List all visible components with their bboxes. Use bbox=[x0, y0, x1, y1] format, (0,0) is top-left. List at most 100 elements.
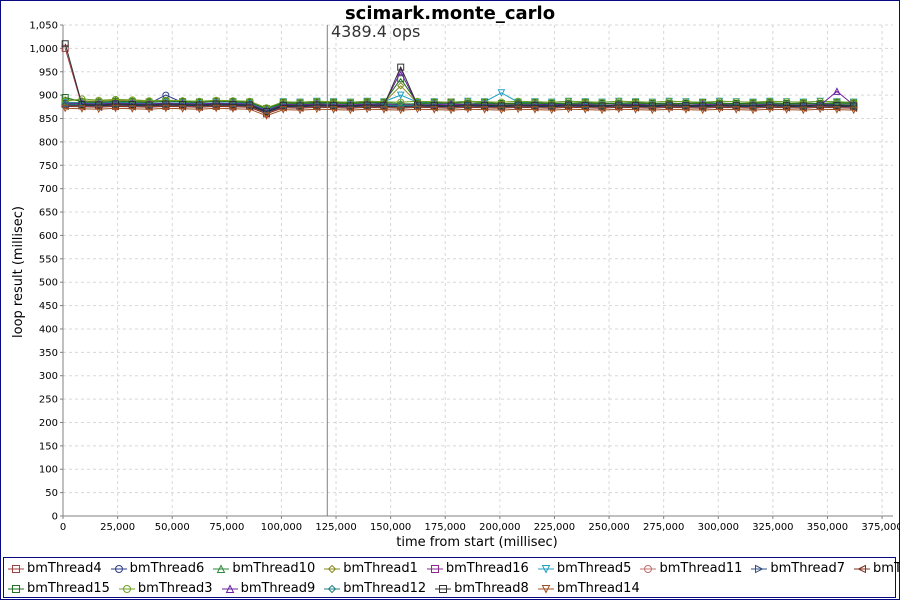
x-tick-label: 150,000 bbox=[370, 522, 411, 533]
data-point bbox=[380, 106, 388, 114]
legend-label: bmThread14 bbox=[556, 581, 640, 596]
data-point bbox=[464, 97, 472, 105]
data-point bbox=[296, 106, 304, 115]
data-point bbox=[615, 97, 623, 105]
y-tick-label: 400 bbox=[39, 324, 58, 335]
legend-marker bbox=[12, 564, 20, 573]
legend-marker-icon bbox=[751, 564, 768, 573]
data-point bbox=[732, 106, 741, 114]
data-point bbox=[178, 105, 187, 113]
legend-marker-icon bbox=[324, 564, 341, 573]
data-point bbox=[95, 96, 103, 104]
series-bmThread3 bbox=[61, 95, 858, 112]
data-point bbox=[816, 105, 824, 114]
legend-marker bbox=[644, 564, 653, 573]
data-point bbox=[849, 106, 858, 115]
data-point bbox=[631, 106, 640, 114]
legend-label: bmThread9 bbox=[240, 581, 316, 596]
legend-label: bmThread4 bbox=[27, 561, 102, 576]
legend-row: bmThread15 bmThread3 bmThread9 bmThread12 bm… bbox=[8, 580, 649, 597]
legend-item: bmThread11 bbox=[640, 560, 742, 577]
data-point bbox=[497, 106, 506, 115]
data-point bbox=[598, 106, 606, 115]
data-point bbox=[547, 106, 556, 115]
x-tick-label: 175,000 bbox=[425, 522, 466, 533]
legend-label: bmThread5 bbox=[556, 561, 632, 576]
data-point bbox=[128, 96, 136, 104]
data-point bbox=[61, 44, 69, 52]
y-tick-label: 150 bbox=[39, 441, 58, 452]
legend-item: bmThread7 bbox=[751, 560, 845, 577]
data-point bbox=[363, 105, 371, 114]
data-point bbox=[715, 97, 723, 105]
data-point bbox=[397, 82, 405, 90]
data-point bbox=[396, 91, 405, 100]
legend-marker-icon bbox=[854, 564, 871, 573]
y-tick-label: 1,050 bbox=[29, 21, 58, 32]
legend-item: bmThread12 bbox=[324, 580, 426, 597]
x-tick-label: 75,000 bbox=[209, 522, 244, 533]
legend-label: bmThread8 bbox=[454, 581, 529, 596]
x-tick-label: 300,000 bbox=[698, 522, 739, 533]
data-point bbox=[782, 106, 791, 114]
data-point bbox=[447, 98, 455, 106]
legend-item: bmThread9 bbox=[221, 580, 316, 597]
legend-marker bbox=[755, 564, 765, 573]
plot-area: 0 50 100 150 200 250 300 350 400 450 500 550 600 650 7… bbox=[29, 21, 900, 534]
legend-marker bbox=[541, 584, 551, 594]
y-tick-label: 50 bbox=[45, 488, 58, 499]
legend: bmThread4 bmThread6 bmThread10 bmThread1 bmT… bbox=[3, 557, 900, 598]
data-point bbox=[279, 106, 288, 114]
data-point bbox=[112, 95, 120, 103]
data-point bbox=[397, 98, 405, 106]
legend-marker bbox=[328, 564, 337, 573]
legend-marker-icon bbox=[110, 564, 127, 573]
y-tick-label: 300 bbox=[39, 371, 58, 382]
legend-marker bbox=[430, 564, 439, 573]
x-tick-label: 200,000 bbox=[479, 522, 520, 533]
legend-marker-icon bbox=[118, 584, 135, 593]
x-tick-label: 250,000 bbox=[588, 522, 629, 533]
data-point bbox=[581, 106, 590, 114]
legend-item: bmThread4 bbox=[8, 560, 102, 577]
y-tick-label: 0 bbox=[52, 512, 58, 523]
legend-item: bmThread6 bbox=[110, 560, 204, 577]
y-tick-label: 950 bbox=[39, 67, 58, 78]
legend-item: bmThread10 bbox=[213, 560, 315, 577]
x-tick-label: 350,000 bbox=[807, 522, 848, 533]
data-point bbox=[833, 87, 841, 95]
series-bmThread14 bbox=[61, 104, 858, 120]
y-tick-label: 100 bbox=[39, 465, 58, 476]
legend-marker bbox=[12, 584, 20, 593]
legend-marker bbox=[217, 563, 226, 573]
data-point bbox=[765, 105, 774, 114]
data-point bbox=[564, 97, 572, 105]
chart: scimark.monte_carlo 0 50 100 150 200 250 300 35… bbox=[11, 3, 900, 550]
marker-line-label: 4389.4 ops bbox=[331, 22, 420, 41]
data-point bbox=[514, 97, 522, 105]
data-point bbox=[329, 106, 338, 114]
data-point bbox=[682, 106, 690, 114]
data-point bbox=[61, 100, 69, 108]
data-point bbox=[61, 40, 69, 48]
legend-marker-icon bbox=[213, 563, 230, 573]
data-point bbox=[480, 106, 489, 114]
legend-marker-icon bbox=[324, 584, 341, 593]
data-point bbox=[397, 75, 405, 83]
legend-marker bbox=[114, 564, 123, 573]
x-tick-label: 275,000 bbox=[643, 522, 684, 533]
legend-marker bbox=[225, 583, 234, 593]
x-axis-label: time from start (millisec) bbox=[396, 535, 557, 550]
y-tick-label: 250 bbox=[39, 395, 58, 406]
legend-label: bmThread3 bbox=[137, 581, 213, 596]
legend-item: bmThread8 bbox=[435, 580, 529, 597]
legend-label: bmThread16 bbox=[445, 561, 529, 576]
data-point bbox=[833, 106, 841, 114]
y-tick-label: 650 bbox=[39, 208, 58, 219]
legend-row: bmThread4 bmThread6 bmThread10 bmThread1 bmT… bbox=[8, 560, 900, 577]
legend-item: bmThread1 bbox=[324, 560, 418, 577]
data-point bbox=[61, 104, 69, 113]
legend-marker-icon bbox=[537, 564, 554, 574]
x-tick-label: 125,000 bbox=[315, 522, 356, 533]
legend-marker-icon bbox=[221, 583, 238, 593]
